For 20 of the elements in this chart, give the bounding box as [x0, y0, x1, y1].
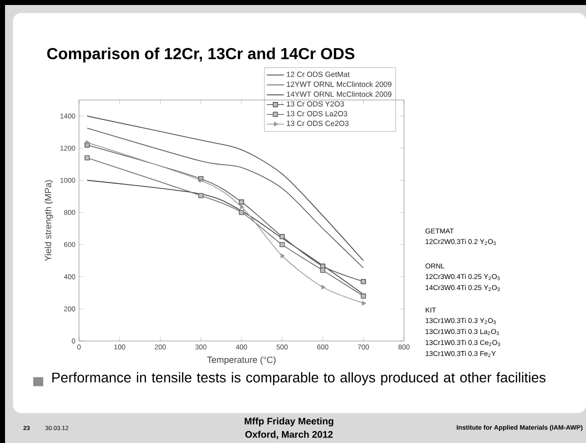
point — [86, 140, 90, 145]
point — [360, 293, 366, 299]
point — [238, 210, 244, 216]
chart-title: Comparison of 12Cr, 13Cr and 14Cr ODS — [47, 48, 354, 62]
point — [238, 199, 244, 205]
point — [198, 192, 204, 198]
point — [280, 242, 285, 248]
point — [84, 155, 90, 160]
x-axis-title: Temperature (°C) — [207, 356, 276, 365]
point — [321, 284, 326, 290]
text: Mffp Friday Meeting — [244, 418, 334, 426]
point — [362, 300, 366, 306]
y-axis-title: Yield strength (MPa) — [44, 180, 54, 262]
text: Performance in tensile tests is comparable to alloys produced at other facilities — [52, 372, 546, 386]
point — [360, 278, 366, 284]
point — [240, 204, 244, 210]
text: Oxford, March 2012 — [245, 430, 333, 440]
point — [320, 268, 326, 273]
point — [280, 234, 285, 240]
point — [280, 254, 285, 258]
